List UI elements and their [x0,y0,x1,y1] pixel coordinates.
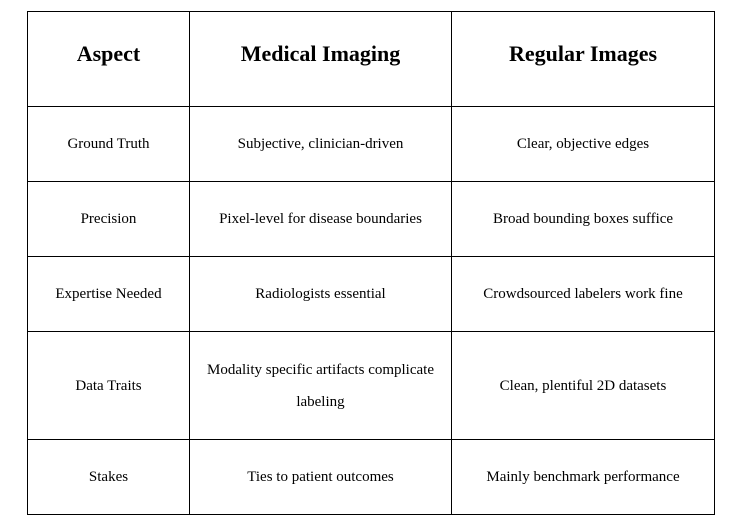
comparison-table: Aspect Medical Imaging Regular Images Gr… [27,11,715,515]
cell-regular: Mainly benchmark performance [451,439,715,515]
cell-medical: Ties to patient outcomes [189,439,452,515]
cell-medical: Pixel-level for disease boundaries [189,181,452,257]
table-row: Ground Truth Subjective, clinician-drive… [27,106,715,182]
cell-aspect: Ground Truth [27,106,190,182]
cell-aspect: Expertise Needed [27,256,190,332]
cell-medical: Subjective, clinician-driven [189,106,452,182]
table-row: Data Traits Modality specific artifacts … [27,331,715,440]
cell-medical: Radiologists essential [189,256,452,332]
header-aspect: Aspect [27,11,190,107]
cell-regular: Broad bounding boxes suffice [451,181,715,257]
table-row: Stakes Ties to patient outcomes Mainly b… [27,439,715,515]
header-medical-imaging: Medical Imaging [189,11,452,107]
header-row: Aspect Medical Imaging Regular Images [27,11,715,107]
cell-regular: Clear, objective edges [451,106,715,182]
cell-aspect: Stakes [27,439,190,515]
table-row: Precision Pixel-level for disease bounda… [27,181,715,257]
cell-regular: Crowdsourced labelers work fine [451,256,715,332]
cell-regular: Clean, plentiful 2D datasets [451,331,715,440]
cell-aspect: Precision [27,181,190,257]
header-regular-images: Regular Images [451,11,715,107]
cell-medical: Modality specific artifacts complicate l… [189,331,452,440]
cell-aspect: Data Traits [27,331,190,440]
table-row: Expertise Needed Radiologists essential … [27,256,715,332]
